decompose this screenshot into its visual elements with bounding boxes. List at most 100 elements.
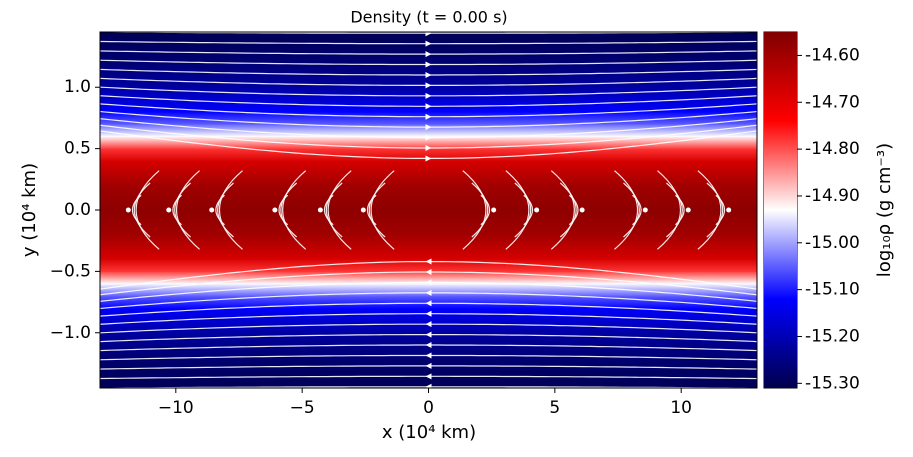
stream-arrow xyxy=(425,310,432,317)
colorbar-tick-label: -14.70 xyxy=(805,92,860,112)
stream-arrow xyxy=(579,207,585,213)
x-tick-label: −5 xyxy=(290,398,315,418)
colorbar-tick-label: -14.80 xyxy=(805,139,860,159)
x-axis-label: x (10⁴ km) xyxy=(382,422,476,443)
stream-arrow xyxy=(425,373,432,380)
chart-title: Density (t = 0.00 s) xyxy=(350,8,507,27)
density-band xyxy=(100,135,757,150)
y-tick-label: 1.0 xyxy=(64,77,91,97)
streamline xyxy=(282,170,307,250)
stream-arrow xyxy=(425,155,432,162)
stream-arrow xyxy=(425,103,432,110)
streamline xyxy=(174,182,191,238)
streamline xyxy=(623,182,640,238)
streamline xyxy=(462,170,487,250)
stream-arrow xyxy=(425,300,432,307)
density-band xyxy=(100,270,757,285)
colorbar-tick-label: -15.00 xyxy=(805,233,860,253)
x-tick-label: −10 xyxy=(158,398,194,418)
density-band xyxy=(100,356,757,388)
colorbar xyxy=(764,32,797,388)
y-axis-label: y (10⁴ km) xyxy=(19,163,40,257)
streamline xyxy=(327,170,352,250)
y-tick-label: 0.0 xyxy=(64,200,91,220)
colorbar-label: log₁₀ρ (g cm⁻³) xyxy=(874,143,895,277)
streamline xyxy=(219,170,243,250)
stream-arrow xyxy=(425,279,432,286)
streamline xyxy=(133,182,151,238)
streamline xyxy=(514,182,532,238)
stream-arrow xyxy=(360,207,366,213)
colorbar-tick-label: -14.90 xyxy=(805,186,860,206)
stream-arrow xyxy=(425,124,432,131)
streamline xyxy=(657,170,681,250)
streamline xyxy=(666,182,683,238)
x-tick-label: 5 xyxy=(549,398,560,418)
stream-arrow xyxy=(642,207,648,213)
stream-arrow xyxy=(425,268,432,275)
streamline xyxy=(368,182,386,238)
stream-arrow xyxy=(425,383,432,388)
streamline xyxy=(559,182,577,238)
streamline xyxy=(217,182,234,238)
stream-arrow xyxy=(425,342,432,349)
stream-arrow xyxy=(491,207,497,213)
density-band xyxy=(100,234,757,260)
density-band xyxy=(100,32,757,64)
density-band xyxy=(100,86,757,113)
stream-arrow xyxy=(166,207,172,213)
y-tick-label: −0.5 xyxy=(50,261,91,281)
stream-arrow xyxy=(425,51,432,58)
density-band xyxy=(100,307,757,334)
stream-arrow xyxy=(425,113,432,120)
density-band xyxy=(100,283,757,297)
density-band xyxy=(100,184,757,211)
stream-arrow xyxy=(425,321,432,328)
stream-arrow xyxy=(272,207,278,213)
y-tick-label: 0.5 xyxy=(64,139,91,159)
streamline xyxy=(706,182,724,238)
colorbar-tick-label: -15.20 xyxy=(805,326,860,346)
stream-arrow xyxy=(425,331,432,338)
streamline xyxy=(325,182,343,238)
density-band xyxy=(100,209,757,236)
streamline xyxy=(697,170,722,250)
streamline xyxy=(370,170,395,250)
stream-arrow xyxy=(425,362,432,369)
x-tick-label: 10 xyxy=(670,398,692,418)
stream-arrow xyxy=(534,207,540,213)
streamlines xyxy=(100,32,757,388)
colorbar-tick-label: -15.10 xyxy=(805,280,860,300)
x-tick-label: 0 xyxy=(423,398,434,418)
colorbar-tick-label: -14.60 xyxy=(805,45,860,65)
y-tick-label: −1.0 xyxy=(50,323,91,343)
stream-arrow xyxy=(317,207,323,213)
density-band xyxy=(100,160,757,186)
stream-arrow xyxy=(425,258,432,265)
density-band xyxy=(100,258,757,272)
colorbar-tick-label: -15.30 xyxy=(805,373,860,393)
stream-arrow xyxy=(425,32,432,37)
streamline xyxy=(505,170,530,250)
stream-arrow xyxy=(125,207,131,213)
stream-arrow xyxy=(425,71,432,78)
stream-arrow xyxy=(425,145,432,152)
stream-arrow xyxy=(685,207,691,213)
streamline xyxy=(550,170,575,250)
stream-arrow xyxy=(425,92,432,99)
stream-arrow xyxy=(425,40,432,47)
stream-arrow xyxy=(209,207,215,213)
stream-arrow xyxy=(425,134,432,141)
stream-arrow xyxy=(425,289,432,296)
density-band xyxy=(100,123,757,137)
stream-arrow xyxy=(425,82,432,89)
stream-arrow xyxy=(425,352,432,359)
density-band xyxy=(100,148,757,162)
streamline xyxy=(280,182,298,238)
streamline xyxy=(135,170,160,250)
streamline xyxy=(471,182,489,238)
stream-arrow xyxy=(425,61,432,68)
streamline xyxy=(176,170,200,250)
streamline xyxy=(614,170,638,250)
